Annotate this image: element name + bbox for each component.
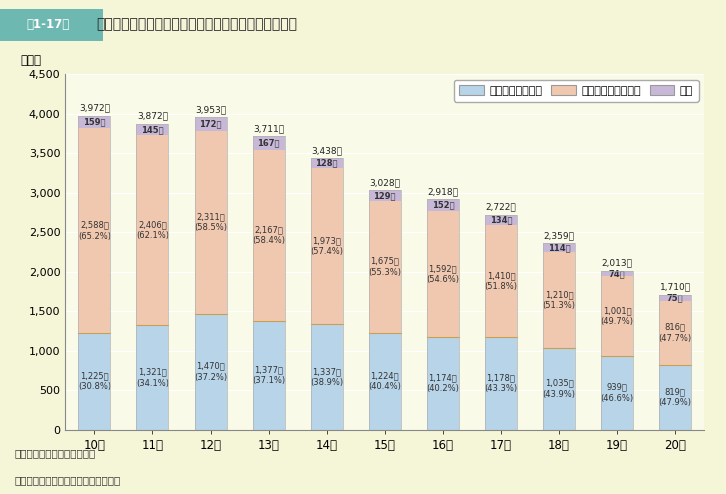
- Bar: [136, 326, 168, 430]
- Bar: [485, 214, 517, 430]
- Bar: [136, 135, 168, 326]
- Text: 819人
(47.9%): 819人 (47.9%): [658, 387, 692, 408]
- Bar: [659, 300, 691, 365]
- Text: 第1-17図: 第1-17図: [26, 18, 70, 31]
- Text: 2,588人
(65.2%): 2,588人 (65.2%): [78, 221, 111, 241]
- Text: 2,359人: 2,359人: [544, 231, 574, 240]
- Text: 129人: 129人: [374, 191, 396, 200]
- Text: 172人: 172人: [200, 120, 221, 128]
- Bar: [253, 136, 285, 150]
- Bar: [543, 348, 575, 430]
- Text: 1,592人
(54.6%): 1,592人 (54.6%): [426, 264, 460, 284]
- Text: 74人: 74人: [609, 269, 625, 278]
- FancyBboxPatch shape: [0, 9, 103, 41]
- Bar: [311, 324, 343, 430]
- Text: 2,722人: 2,722人: [486, 203, 516, 211]
- Text: 1,225人
(30.8%): 1,225人 (30.8%): [78, 371, 111, 391]
- Bar: [136, 124, 168, 430]
- Bar: [78, 116, 110, 128]
- Text: 152人: 152人: [431, 201, 454, 209]
- Text: 159人: 159人: [83, 118, 105, 126]
- Text: 2,167人
(58.4%): 2,167人 (58.4%): [252, 225, 285, 246]
- Bar: [601, 271, 633, 277]
- Bar: [195, 118, 227, 131]
- Text: 128人: 128人: [316, 159, 338, 167]
- Bar: [427, 211, 459, 337]
- Text: 1,321人
(34.1%): 1,321人 (34.1%): [136, 368, 169, 388]
- Text: 939人
(46.6%): 939人 (46.6%): [600, 383, 634, 403]
- Text: 1,035人
(43.9%): 1,035人 (43.9%): [542, 379, 576, 399]
- Text: 3,711人: 3,711人: [253, 124, 284, 133]
- Bar: [427, 199, 459, 211]
- Text: 注　１　警察庁資料による。: 注 １ 警察庁資料による。: [15, 448, 96, 458]
- Text: 3,028人: 3,028人: [370, 178, 400, 187]
- Text: 75人: 75人: [667, 293, 683, 302]
- Text: 2,406人
(62.1%): 2,406人 (62.1%): [136, 220, 169, 241]
- Bar: [485, 225, 517, 337]
- Text: 1,337人
(38.9%): 1,337人 (38.9%): [310, 367, 343, 387]
- Bar: [543, 244, 575, 430]
- Bar: [311, 158, 343, 168]
- Bar: [427, 337, 459, 430]
- Bar: [311, 168, 343, 324]
- Bar: [369, 333, 401, 430]
- Text: 145人: 145人: [141, 125, 164, 134]
- Text: 2,013人: 2,013人: [602, 258, 632, 267]
- Bar: [369, 191, 401, 430]
- Bar: [78, 333, 110, 430]
- Bar: [543, 252, 575, 348]
- Bar: [195, 131, 227, 314]
- Text: 2,918人: 2,918人: [428, 187, 458, 196]
- Text: 1,675人
(55.3%): 1,675人 (55.3%): [368, 257, 401, 277]
- Bar: [601, 271, 633, 430]
- Text: 114人: 114人: [547, 244, 571, 252]
- Bar: [253, 136, 285, 430]
- Bar: [253, 150, 285, 321]
- Text: 1,001人
(49.7%): 1,001人 (49.7%): [600, 306, 634, 326]
- Legend: シートベルト着用, シートベルト非着用, 不明: シートベルト着用, シートベルト非着用, 不明: [454, 80, 698, 102]
- Bar: [78, 116, 110, 430]
- Text: 3,972人: 3,972人: [79, 104, 110, 113]
- Text: 167人: 167人: [258, 138, 280, 148]
- Text: 3,872人: 3,872人: [137, 112, 168, 121]
- Text: 3,438人: 3,438人: [311, 146, 342, 155]
- Bar: [369, 191, 401, 201]
- Text: 1,210人
(51.3%): 1,210人 (51.3%): [542, 290, 576, 310]
- Text: 1,410人
(51.8%): 1,410人 (51.8%): [484, 271, 518, 291]
- Text: 1,377人
(37.1%): 1,377人 (37.1%): [252, 365, 285, 385]
- Bar: [601, 356, 633, 430]
- Text: （人）: （人）: [20, 54, 41, 67]
- Bar: [543, 244, 575, 252]
- Text: 1,178人
(43.3%): 1,178人 (43.3%): [484, 373, 518, 393]
- Bar: [195, 118, 227, 430]
- Bar: [427, 199, 459, 430]
- Bar: [659, 365, 691, 430]
- Bar: [195, 314, 227, 430]
- Text: 816人
(47.7%): 816人 (47.7%): [658, 323, 692, 343]
- Text: シートベルト着用の有無別自動車乗車中死者数の推移: シートベルト着用の有無別自動車乗車中死者数の推移: [96, 18, 297, 32]
- Text: 1,710人: 1,710人: [660, 283, 690, 291]
- Bar: [311, 158, 343, 430]
- Text: 3,953人: 3,953人: [195, 105, 226, 114]
- Text: 1,174人
(40.2%): 1,174人 (40.2%): [426, 373, 460, 393]
- Bar: [369, 201, 401, 333]
- Text: 134人: 134人: [490, 215, 512, 224]
- Bar: [136, 124, 168, 135]
- Text: 1,470人
(37.2%): 1,470人 (37.2%): [194, 362, 227, 382]
- Text: 1,224人
(40.4%): 1,224人 (40.4%): [368, 371, 401, 391]
- Bar: [601, 277, 633, 356]
- Text: 2,311人
(58.5%): 2,311人 (58.5%): [194, 212, 227, 232]
- Bar: [485, 214, 517, 225]
- Bar: [485, 337, 517, 430]
- Text: ２　（　）内は，構成率である。: ２ （ ）内は，構成率である。: [15, 475, 121, 486]
- Text: 1,973人
(57.4%): 1,973人 (57.4%): [310, 236, 343, 256]
- Bar: [659, 294, 691, 430]
- Bar: [253, 321, 285, 430]
- Bar: [659, 294, 691, 300]
- Bar: [78, 128, 110, 333]
